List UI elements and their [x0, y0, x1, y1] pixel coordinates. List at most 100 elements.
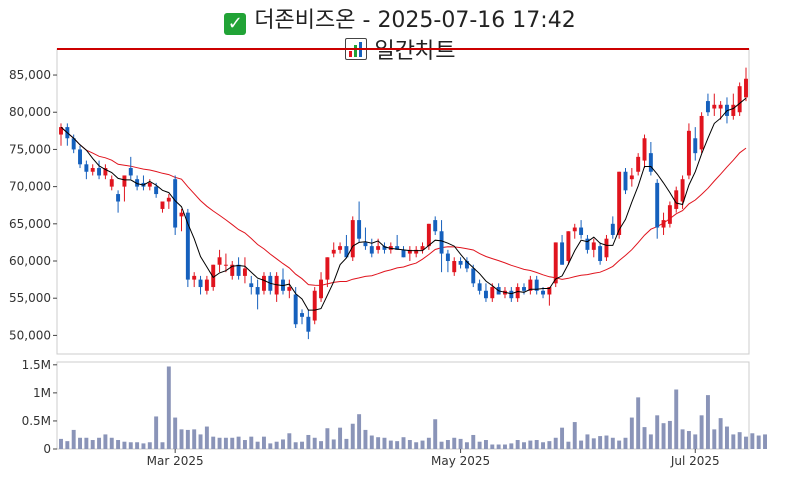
volume-bar	[712, 429, 717, 449]
volume-bar	[388, 440, 393, 449]
volume-bar	[261, 436, 266, 449]
volume-bar	[433, 419, 438, 449]
volume-bar	[541, 442, 546, 449]
volume-bar	[439, 441, 444, 449]
candle-body	[236, 264, 241, 276]
volume-bar	[598, 436, 603, 449]
volume-bar	[281, 439, 285, 449]
candle-body	[712, 104, 717, 109]
volume-bar	[179, 429, 184, 449]
volume-bar	[166, 366, 171, 449]
volume-bar	[376, 437, 381, 449]
y-tick-label: 55,000	[9, 291, 51, 305]
volume-bar	[718, 418, 723, 449]
candle-body	[731, 104, 736, 116]
volume-bar	[477, 441, 482, 449]
candle-body	[591, 242, 596, 250]
candle-body	[242, 268, 247, 276]
volume-bar	[553, 437, 558, 449]
volume-bar	[109, 437, 114, 449]
candle-body	[693, 138, 698, 154]
candle-body	[211, 264, 216, 288]
candle-body	[585, 238, 590, 250]
candle-body	[629, 175, 634, 180]
candle-body	[642, 138, 647, 161]
volume-bar	[344, 438, 349, 449]
candle-body	[655, 182, 660, 228]
volume-bar	[731, 434, 736, 449]
volume-bar	[395, 441, 400, 449]
volume-bar	[217, 437, 222, 449]
volume-bar	[642, 427, 647, 449]
volume-bar	[97, 437, 102, 449]
volume-bar	[515, 440, 520, 449]
candle-body	[293, 294, 298, 325]
candle-body	[103, 168, 108, 176]
volume-bar	[363, 429, 368, 449]
volume-bar	[160, 442, 165, 449]
volume-bar	[445, 440, 450, 449]
volume-bar	[90, 440, 95, 449]
volume-bar	[173, 417, 178, 449]
volume-bar	[357, 414, 362, 449]
chart-title: ✓ 더존비즈온 - 2025-07-16 17:42	[0, 2, 800, 35]
candle-body	[160, 201, 165, 209]
candle-body	[617, 171, 622, 235]
volume-bar	[503, 444, 507, 449]
volume-bar	[560, 427, 565, 449]
volume-bar	[236, 436, 241, 449]
volume-bar	[312, 437, 317, 449]
candle-body	[109, 179, 114, 187]
candle-body	[230, 264, 235, 276]
candle-body	[147, 182, 152, 187]
candle-body	[357, 220, 362, 239]
volume-bar	[78, 437, 82, 449]
candle-body	[401, 249, 406, 258]
y-tick-label: 60,000	[9, 254, 51, 268]
candle-body	[198, 279, 203, 288]
volume-bar	[147, 442, 152, 449]
volume-bar	[464, 442, 469, 449]
candle-body	[718, 104, 723, 109]
candle-body	[414, 249, 419, 254]
volume-bar	[693, 434, 698, 449]
candle-body	[541, 290, 546, 295]
candle-body	[522, 287, 526, 291]
volume-bar	[674, 389, 679, 449]
volume-bar	[699, 415, 704, 449]
candle-body	[680, 179, 685, 202]
candle-body	[192, 275, 197, 280]
volume-bar	[452, 437, 457, 449]
volume-bar	[458, 438, 463, 449]
y-tick-label: 75,000	[9, 142, 51, 156]
candle-body	[173, 179, 178, 228]
chart-subtitle-text: 일간차트	[374, 39, 456, 64]
candle-body	[261, 275, 266, 291]
candle-body	[154, 186, 159, 195]
candle-body	[166, 197, 171, 202]
volume-tick-label: 1.5M	[22, 358, 51, 372]
candle-body	[59, 127, 63, 135]
volume-bar	[350, 423, 355, 449]
candle-body	[135, 179, 140, 187]
volume-bar	[211, 436, 216, 449]
candle-body	[312, 290, 317, 321]
candle-body	[705, 101, 710, 113]
candle-body	[560, 242, 565, 265]
candle-body	[71, 138, 76, 150]
volume-bar	[141, 443, 146, 449]
volume-bar	[680, 429, 685, 449]
candle-body	[490, 287, 495, 299]
volume-bar	[705, 395, 710, 449]
candle-body	[407, 249, 412, 254]
candle-body	[566, 231, 571, 262]
candle-body	[395, 246, 400, 250]
candle-body	[439, 231, 444, 254]
candle-body	[667, 205, 672, 224]
candle-body	[287, 287, 292, 291]
candle-body	[331, 249, 336, 254]
candle-body	[572, 227, 577, 232]
volume-bar	[154, 416, 159, 449]
volume-bar	[204, 426, 209, 449]
